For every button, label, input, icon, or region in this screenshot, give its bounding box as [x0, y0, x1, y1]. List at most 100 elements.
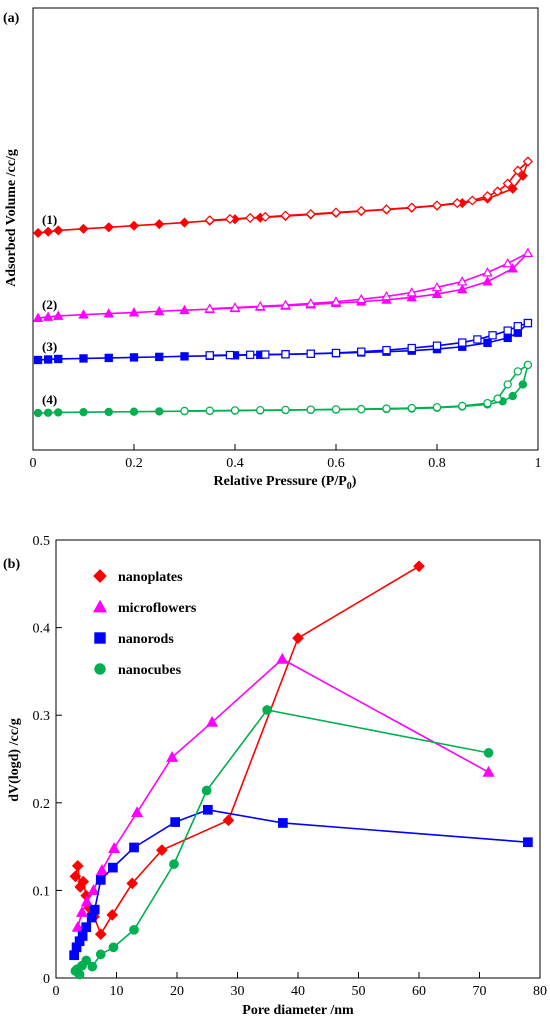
adsorption-point: [128, 220, 140, 231]
desorption-point: [522, 156, 533, 167]
series-line: [74, 709, 489, 977]
panel-a-curve-label: (1): [42, 212, 57, 227]
data-point: [413, 560, 425, 573]
desorption-point: [260, 211, 271, 222]
data-point: [69, 870, 82, 883]
desorption-point: [503, 380, 512, 389]
desorption-line: [184, 364, 529, 412]
data-point: [80, 895, 93, 907]
desorption-point: [523, 318, 533, 328]
data-point: [222, 814, 235, 827]
data-point: [203, 804, 213, 815]
panel-b-x-tick-label: 60: [412, 984, 426, 999]
data-point: [77, 875, 90, 888]
panel-a-x-tick-label: 0.2: [125, 456, 143, 471]
panel-b-y-tick-label: 0: [43, 972, 50, 987]
data-point: [108, 842, 121, 853]
adsorption-point: [129, 407, 139, 416]
data-point: [108, 942, 119, 953]
desorption-point: [512, 165, 523, 176]
data-point: [71, 920, 84, 932]
adsorption-point: [483, 338, 492, 348]
adsorption-point: [43, 226, 54, 237]
panel-b-legend: nanoplates microflowers nanorods nanocubes: [92, 569, 197, 678]
adsorption-point: [179, 217, 190, 228]
desorption-point: [281, 405, 290, 415]
adsorption-point: [507, 263, 518, 273]
desorption-point: [330, 207, 342, 218]
desorption-point: [245, 212, 256, 223]
data-point: [126, 877, 139, 890]
desorption-point: [381, 290, 392, 301]
desorption-point: [407, 403, 416, 413]
panel-a-series: [32, 156, 534, 418]
desorption-point: [281, 350, 290, 359]
data-point: [71, 860, 84, 872]
adsorption-point: [79, 354, 88, 363]
panel-a-x-tick-label: 0.6: [327, 456, 345, 471]
panel-b-y-tick-label: 0.1: [33, 884, 51, 899]
desorption-point: [224, 213, 235, 225]
adsorption-point: [128, 307, 140, 317]
legend-marker-nanorods: [94, 632, 106, 644]
panel-a-x-axis-label: Relative Pressure (P/P0): [214, 474, 357, 492]
desorption-point: [356, 293, 367, 304]
desorption-point: [482, 267, 493, 277]
adsorption-point: [517, 170, 528, 181]
data-point: [166, 751, 179, 762]
desorption-point: [432, 341, 442, 350]
panel-b-series-nanocubes: [70, 705, 494, 980]
adsorption-point: [457, 283, 468, 294]
desorption-point: [482, 191, 493, 202]
desorption-point: [382, 345, 391, 355]
panel-a-curve-labels: (1) (2) (3) (4): [42, 212, 57, 407]
panel-b-x-tick-label: 10: [110, 984, 124, 999]
desorption-point: [513, 367, 522, 376]
adsorption-point: [79, 408, 88, 417]
desorption-point: [180, 406, 189, 416]
desorption-point: [467, 195, 478, 206]
panel-b-ticks: 0 10 20 30 40 50 60 70 80 0 0.1 0.2 0.3 0.4 0.5: [33, 534, 548, 999]
desorption-point: [204, 215, 215, 226]
panel-a-curve-label: (3): [42, 339, 57, 354]
adsorption-point: [43, 355, 53, 364]
panel-b-series: [69, 560, 533, 980]
desorption-point: [523, 360, 533, 370]
panel-b-y-tick-label: 0.2: [33, 797, 51, 812]
desorption-point: [431, 200, 443, 211]
panel-b-x-tick-label: 0: [53, 984, 60, 999]
desorption-point: [457, 276, 468, 286]
panel-b-series-microflowers: [71, 652, 495, 932]
panel-b-x-tick-label: 80: [533, 984, 547, 999]
adsorption-point: [43, 408, 53, 417]
data-point: [483, 748, 494, 758]
series-line: [77, 658, 489, 928]
adsorption-point: [103, 222, 114, 233]
panel-a-curve-label: (4): [42, 392, 57, 407]
panel-a-label: (a): [3, 11, 20, 26]
desorption-point: [205, 406, 214, 415]
desorption-point: [406, 202, 417, 213]
adsorption-point: [78, 223, 89, 234]
desorption-point: [483, 398, 492, 408]
legend-label-microflowers: microflowers: [118, 601, 197, 616]
panel-a-series-3: [33, 318, 533, 365]
panel-b-y-axis-label: dV(logd) /cc/g: [7, 718, 22, 802]
data-point: [74, 969, 85, 980]
data-point: [87, 961, 98, 972]
desorption-point: [492, 186, 503, 197]
panel-b-x-axis-label: Pore diameter /nm: [242, 1003, 354, 1018]
desorption-point: [381, 204, 392, 215]
adsorption-point: [154, 305, 165, 316]
legend-label-nanoplates: nanoplates: [118, 570, 183, 585]
desorption-point: [432, 403, 442, 412]
adsorption-point: [33, 408, 43, 418]
panel-b-x-tick-label: 20: [170, 984, 184, 999]
data-point: [94, 928, 107, 941]
desorption-point: [230, 406, 240, 415]
adsorption-point: [482, 276, 493, 286]
panel-b-x-tick-label: 30: [231, 984, 245, 999]
data-point: [87, 884, 100, 896]
data-point: [95, 864, 108, 875]
series-line: [73, 808, 528, 956]
